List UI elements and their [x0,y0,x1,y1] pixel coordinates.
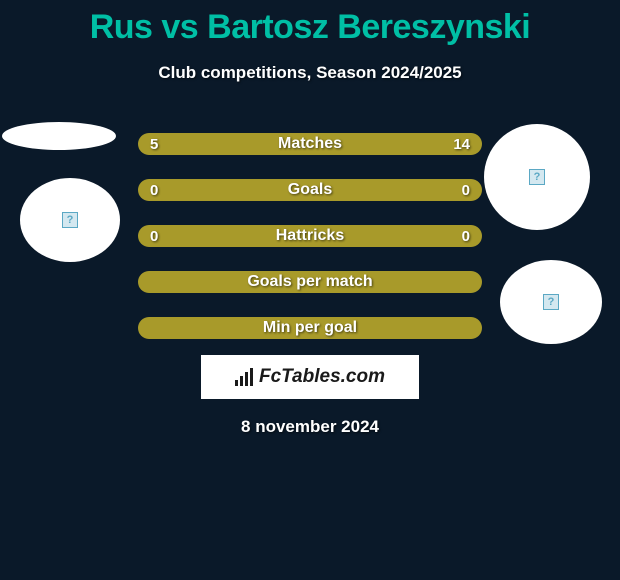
logo-label: FcTables.com [259,366,385,388]
stat-bar-goals: 0 Goals 0 [138,179,482,201]
stat-label: Goals [288,181,332,199]
image-placeholder-icon: ? [62,212,78,228]
player-photo-placeholder: ? [20,178,120,262]
player-photo-placeholder: ? [484,124,590,230]
image-placeholder-icon: ? [543,294,559,310]
stat-value-left: 0 [150,182,158,199]
image-placeholder-icon: ? [529,169,545,185]
stat-value-left: 0 [150,228,158,245]
comparison-date: 8 november 2024 [0,417,620,437]
logo-bars-icon [235,368,253,386]
decorative-ellipse [2,122,116,150]
fctables-logo: FcTables.com [201,355,419,399]
stat-value-right: 0 [462,228,470,245]
comparison-title: Rus vs Bartosz Bereszynski [0,0,620,47]
stat-bar-hattricks: 0 Hattricks 0 [138,225,482,247]
stat-label: Goals per match [247,273,372,291]
stat-value-left: 5 [150,136,158,153]
comparison-subtitle: Club competitions, Season 2024/2025 [0,63,620,83]
stat-value-right: 14 [453,136,470,153]
logo-text: FcTables.com [235,366,385,388]
stat-bar-goals-per-match: Goals per match [138,271,482,293]
player-photo-placeholder: ? [500,260,602,344]
stat-label: Min per goal [263,319,357,337]
stat-label: Matches [278,135,342,153]
stat-value-right: 0 [462,182,470,199]
stat-bar-min-per-goal: Min per goal [138,317,482,339]
stat-bar-matches: 5 Matches 14 [138,133,482,155]
stat-label: Hattricks [276,227,344,245]
stats-container: 5 Matches 14 0 Goals 0 0 Hattricks 0 Goa… [138,133,482,339]
